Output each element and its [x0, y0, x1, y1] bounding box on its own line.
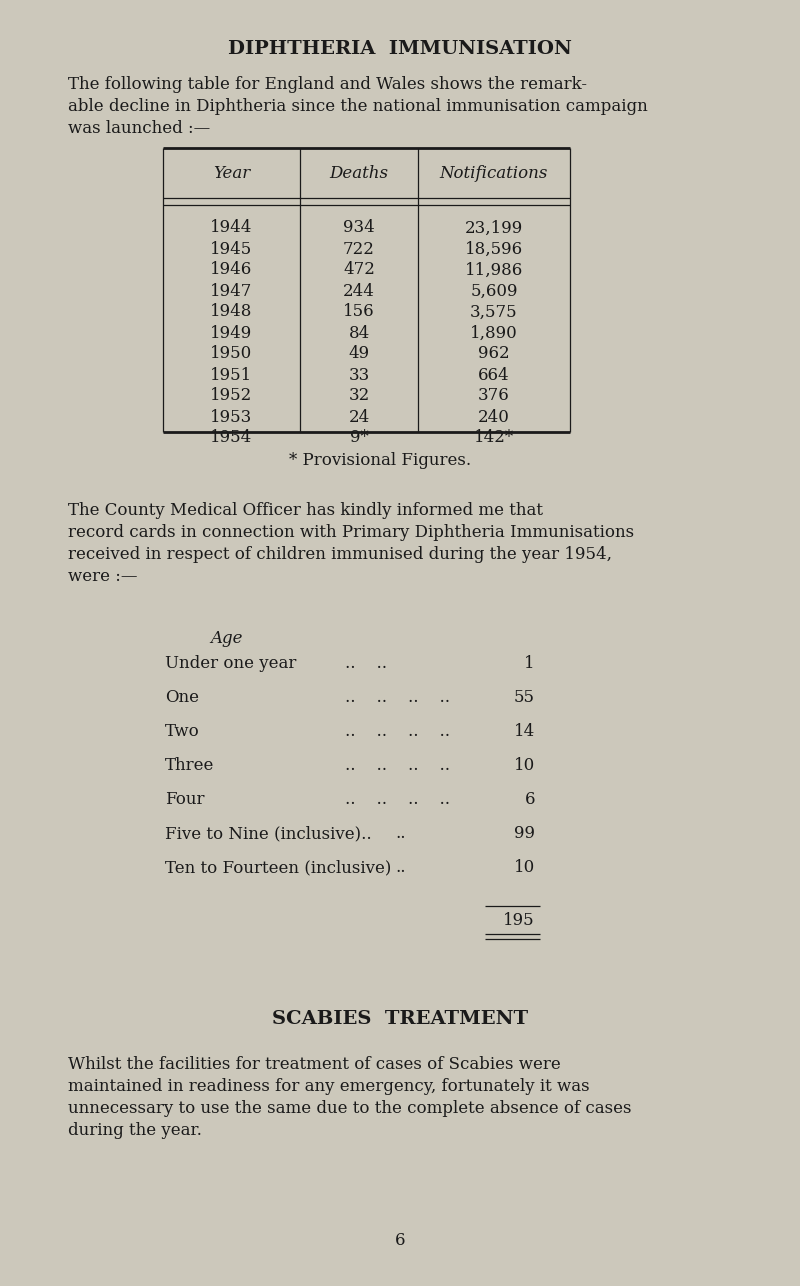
Text: 99: 99 — [514, 826, 535, 842]
Text: 156: 156 — [343, 303, 375, 320]
Text: were :—: were :— — [68, 568, 138, 585]
Text: The County Medical Officer has kindly informed me that: The County Medical Officer has kindly in… — [68, 502, 543, 520]
Text: 244: 244 — [343, 283, 375, 300]
Text: 9*: 9* — [350, 430, 368, 446]
Text: 240: 240 — [478, 409, 510, 426]
Text: SCABIES  TREATMENT: SCABIES TREATMENT — [272, 1010, 528, 1028]
Text: Whilst the facilities for treatment of cases of Scabies were: Whilst the facilities for treatment of c… — [68, 1056, 561, 1073]
Text: ..    ..    ..    ..: .. .. .. .. — [345, 791, 450, 809]
Text: DIPHTHERIA  IMMUNISATION: DIPHTHERIA IMMUNISATION — [228, 40, 572, 58]
Text: Age: Age — [210, 630, 242, 647]
Text: was launched :—: was launched :— — [68, 120, 210, 138]
Text: during the year.: during the year. — [68, 1121, 202, 1139]
Text: 84: 84 — [348, 324, 370, 342]
Text: * Provisional Figures.: * Provisional Figures. — [289, 451, 471, 469]
Text: received in respect of children immunised during the year 1954,: received in respect of children immunise… — [68, 547, 612, 563]
Text: maintained in readiness for any emergency, fortunately it was: maintained in readiness for any emergenc… — [68, 1078, 590, 1094]
Text: 962: 962 — [478, 346, 510, 363]
Text: 1944: 1944 — [210, 220, 253, 237]
Text: 10: 10 — [514, 859, 535, 877]
Text: 1953: 1953 — [210, 409, 253, 426]
Text: ..: .. — [395, 826, 406, 842]
Text: Three: Three — [165, 757, 214, 774]
Text: 55: 55 — [514, 689, 535, 706]
Text: 376: 376 — [478, 387, 510, 405]
Text: 11,986: 11,986 — [465, 261, 523, 279]
Text: 33: 33 — [348, 367, 370, 383]
Text: Four: Four — [165, 791, 205, 809]
Text: record cards in connection with Primary Diphtheria Immunisations: record cards in connection with Primary … — [68, 523, 634, 541]
Text: 1949: 1949 — [210, 324, 253, 342]
Text: 1945: 1945 — [210, 240, 253, 257]
Text: 18,596: 18,596 — [465, 240, 523, 257]
Text: 3,575: 3,575 — [470, 303, 518, 320]
Text: 472: 472 — [343, 261, 375, 279]
Text: ..    ..: .. .. — [345, 656, 387, 673]
Text: 1947: 1947 — [210, 283, 253, 300]
Text: 722: 722 — [343, 240, 375, 257]
Text: ..    ..    ..    ..: .. .. .. .. — [345, 689, 450, 706]
Text: 1950: 1950 — [210, 346, 253, 363]
Text: The following table for England and Wales shows the remark-: The following table for England and Wale… — [68, 76, 587, 93]
Text: unnecessary to use the same due to the complete absence of cases: unnecessary to use the same due to the c… — [68, 1100, 631, 1118]
Text: Deaths: Deaths — [330, 165, 389, 181]
Text: 10: 10 — [514, 757, 535, 774]
Text: 1,890: 1,890 — [470, 324, 518, 342]
Text: Ten to Fourteen (inclusive): Ten to Fourteen (inclusive) — [165, 859, 391, 877]
Text: ..: .. — [395, 859, 406, 877]
Text: Two: Two — [165, 724, 200, 741]
Text: 1951: 1951 — [210, 367, 253, 383]
Text: Year: Year — [213, 165, 250, 181]
Text: Five to Nine (inclusive)..: Five to Nine (inclusive).. — [165, 826, 372, 842]
Text: One: One — [165, 689, 199, 706]
Text: 664: 664 — [478, 367, 510, 383]
Text: ..    ..    ..    ..: .. .. .. .. — [345, 724, 450, 741]
Text: 14: 14 — [514, 724, 535, 741]
Text: 1946: 1946 — [210, 261, 253, 279]
Text: 1948: 1948 — [210, 303, 253, 320]
Text: 23,199: 23,199 — [465, 220, 523, 237]
Text: 6: 6 — [525, 791, 535, 809]
Text: 142*: 142* — [474, 430, 514, 446]
Text: 6: 6 — [394, 1232, 406, 1249]
Text: 934: 934 — [343, 220, 375, 237]
Text: Under one year: Under one year — [165, 656, 296, 673]
Text: 32: 32 — [348, 387, 370, 405]
Text: 49: 49 — [349, 346, 370, 363]
Text: Notifications: Notifications — [440, 165, 548, 181]
Text: 195: 195 — [503, 912, 535, 928]
Text: 5,609: 5,609 — [470, 283, 518, 300]
Text: 1: 1 — [524, 656, 535, 673]
Text: 1952: 1952 — [210, 387, 253, 405]
Text: 1954: 1954 — [210, 430, 253, 446]
Text: able decline in Diphtheria since the national immunisation campaign: able decline in Diphtheria since the nat… — [68, 98, 648, 114]
Text: 24: 24 — [348, 409, 370, 426]
Text: ..    ..    ..    ..: .. .. .. .. — [345, 757, 450, 774]
